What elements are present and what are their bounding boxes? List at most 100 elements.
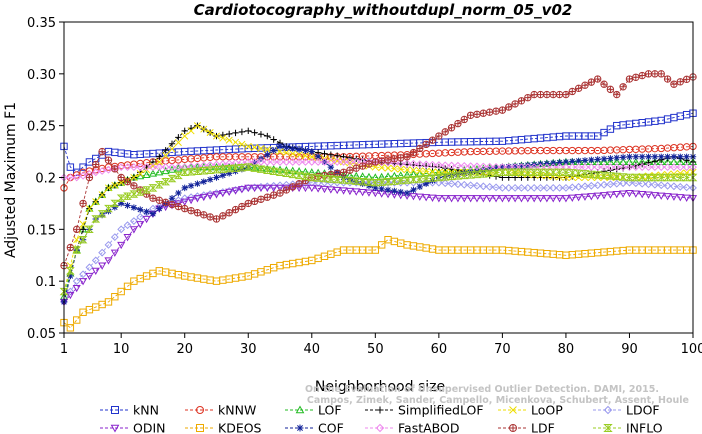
point-ldof-94	[650, 180, 659, 189]
point-simplifiedlof-34	[270, 136, 277, 143]
point-inflo-98	[675, 173, 685, 182]
point-loop-12	[130, 173, 138, 182]
point-ldof-73	[517, 183, 526, 192]
point-loop-36	[282, 149, 290, 157]
point-ldof-74	[523, 183, 532, 192]
point-ldf-24	[206, 213, 214, 221]
point-kdeos-10	[117, 287, 125, 296]
y-tick-label: 0.05	[27, 327, 56, 342]
point-inflo-51	[377, 178, 387, 186]
point-ldf-95	[657, 70, 665, 78]
point-cof-2	[67, 272, 74, 280]
point-inflo-17	[161, 177, 171, 186]
point-ldf-73	[517, 97, 526, 105]
point-inflo-30	[243, 163, 253, 171]
point-ldf-92	[638, 71, 646, 80]
point-cof-27	[225, 170, 233, 177]
point-odin-41	[314, 185, 323, 193]
point-odin-61	[441, 195, 450, 203]
point-loop-39	[301, 152, 309, 160]
point-ldof-2	[66, 287, 75, 296]
point-loop-32	[257, 144, 265, 153]
point-inflo-92	[637, 173, 647, 182]
point-odin-68	[485, 195, 494, 203]
point-ldf-27	[225, 209, 233, 217]
point-ldof-63	[454, 180, 462, 189]
legend-label: LoOP	[531, 403, 563, 418]
point-inflo-28	[231, 164, 240, 172]
point-fastabod-46	[346, 158, 354, 166]
point-inflo-38	[294, 171, 304, 180]
point-ldf-68	[485, 108, 494, 116]
point-cof-54	[397, 188, 404, 196]
series-layer	[59, 70, 698, 332]
point-ldf-56	[409, 148, 418, 157]
point-ldof-80	[562, 183, 570, 192]
point-loop-30	[244, 142, 252, 150]
point-odin-47	[352, 188, 361, 196]
point-ldof-96	[663, 181, 672, 190]
point-ldof-11	[123, 221, 132, 230]
point-fastabod-4	[79, 171, 87, 180]
point-odin-56	[409, 193, 418, 201]
point-fastabod-86	[600, 163, 608, 172]
point-loop-56	[409, 166, 417, 174]
point-simplifiedlof-93	[645, 159, 652, 166]
point-inflo-26	[218, 165, 228, 173]
point-inflo-48	[358, 177, 368, 186]
point-inflo-59	[428, 174, 437, 182]
y-tick-label: 0.35	[27, 16, 56, 31]
point-inflo-73	[517, 168, 526, 177]
point-cof-41	[314, 153, 322, 160]
point-loop-58	[422, 167, 430, 175]
point-loop-27	[225, 136, 233, 144]
point-loop-23	[200, 125, 208, 133]
point-inflo-20	[180, 168, 190, 177]
point-inflo-68	[485, 169, 495, 178]
point-ldf-60	[435, 132, 443, 140]
point-ldof-75	[530, 183, 539, 192]
point-simplifiedlof-46	[346, 154, 354, 162]
point-simplifiedlof-59	[429, 163, 436, 170]
point-inflo-37	[288, 170, 298, 179]
point-inflo-15	[148, 184, 158, 192]
point-odin-39	[301, 184, 310, 193]
point-ldf-51	[377, 157, 386, 165]
point-fastabod-85	[593, 163, 602, 172]
point-fastabod-36	[282, 158, 291, 166]
point-odin-76	[536, 195, 545, 203]
point-inflo-43	[326, 175, 336, 183]
point-ldf-25	[212, 215, 221, 223]
point-ldof-22	[193, 192, 202, 201]
point-loop-9	[111, 181, 119, 189]
point-ldof-92	[638, 179, 647, 188]
point-ldof-7	[98, 248, 107, 257]
point-inflo-42	[320, 174, 329, 183]
point-inflo-9	[110, 199, 120, 208]
point-cof-95	[658, 153, 665, 160]
point-loop-24	[206, 129, 214, 137]
point-loop-25	[212, 132, 221, 140]
point-inflo-18	[167, 174, 177, 183]
x-axis-label: Neighborhood size	[315, 379, 445, 395]
y-tick-label: 0.2	[35, 172, 56, 187]
point-fastabod-8	[104, 165, 113, 174]
point-odin-2	[66, 291, 75, 300]
legend-label: ODIN	[133, 421, 166, 434]
point-ldf-88	[613, 90, 621, 99]
point-cof-26	[219, 172, 227, 179]
point-odin-78	[549, 195, 558, 203]
point-inflo-46	[345, 176, 355, 185]
legend-marker-ldof	[603, 405, 613, 415]
point-inflo-71	[504, 168, 514, 177]
point-odin-46	[345, 187, 354, 196]
y-tick-label: 0.25	[27, 120, 56, 135]
point-cof-39	[302, 147, 309, 154]
point-ldof-87	[606, 180, 615, 189]
point-ldf-75	[530, 90, 538, 99]
point-kdeos-41	[314, 254, 322, 263]
point-inflo-52	[383, 177, 393, 186]
point-inflo-53	[389, 177, 399, 185]
point-cof-71	[505, 163, 512, 170]
point-ldof-35	[276, 181, 284, 190]
